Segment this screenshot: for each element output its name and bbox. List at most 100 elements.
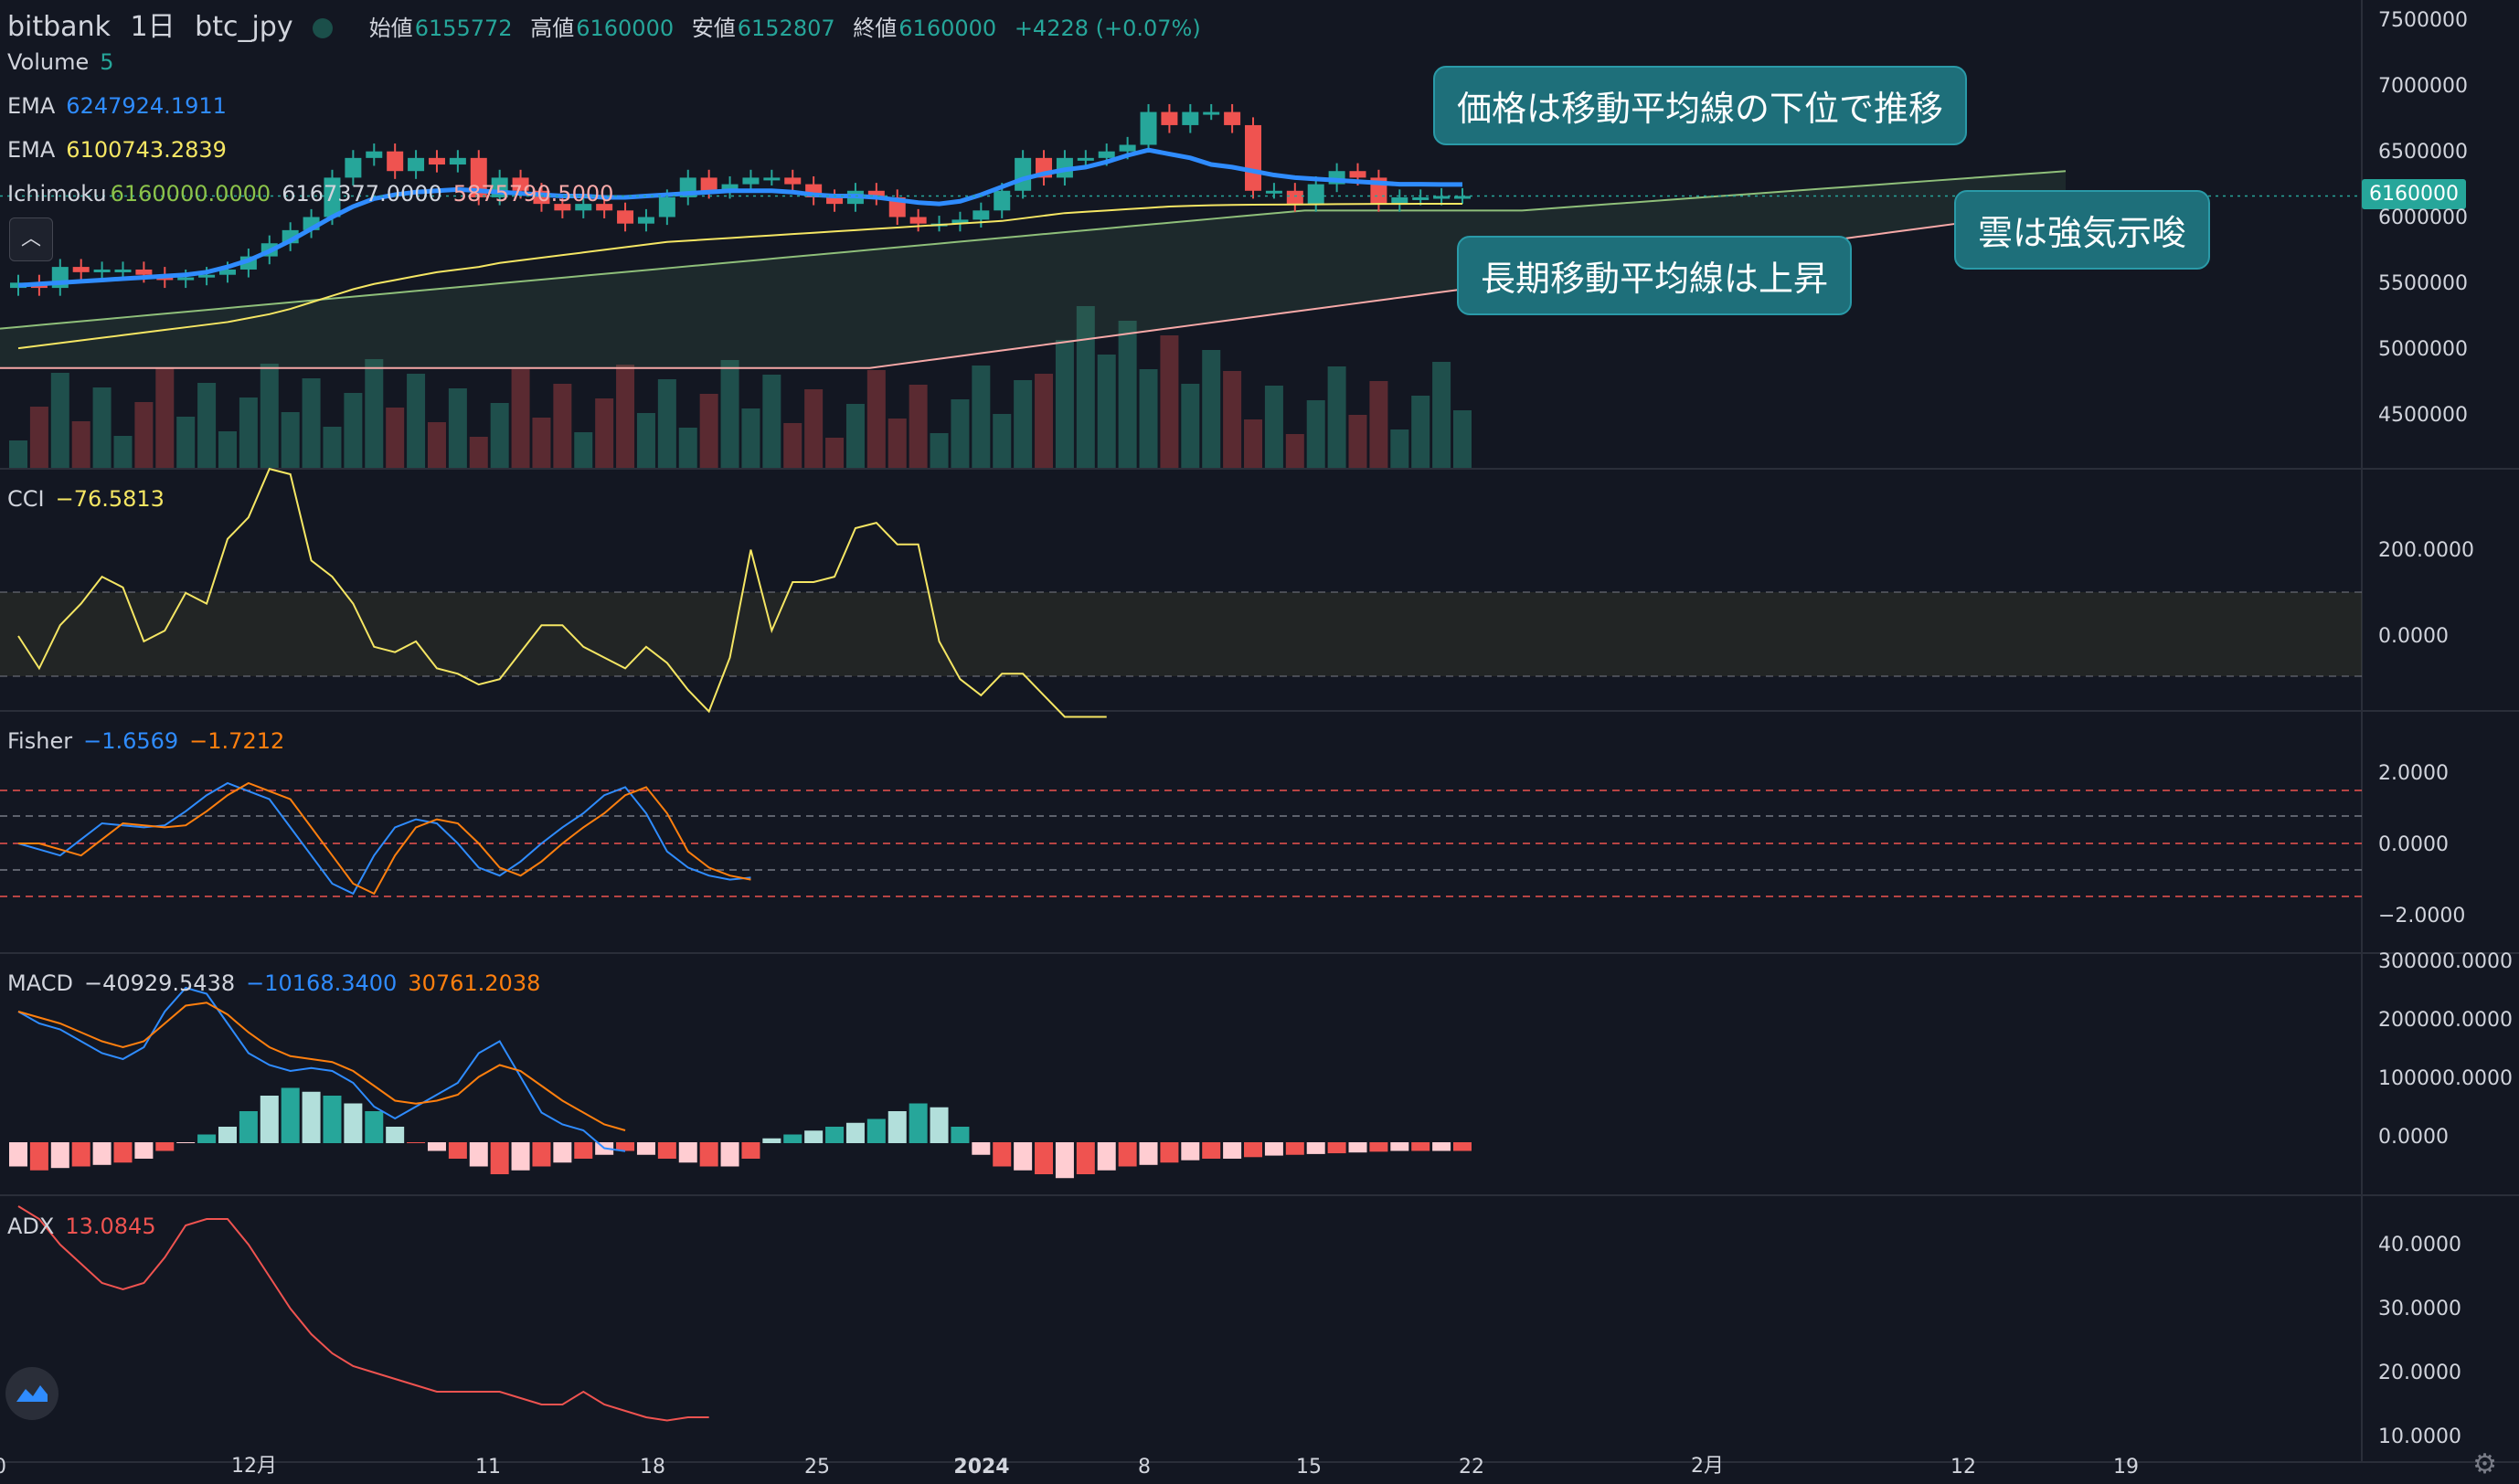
tradingview-logo-icon[interactable]	[5, 1367, 58, 1420]
volume-bar	[1014, 380, 1033, 468]
macd-histogram-bar	[323, 1096, 342, 1143]
candle-body	[637, 217, 654, 224]
volume-bar	[9, 440, 27, 468]
time-axis-label: 12月	[231, 1455, 277, 1478]
macd-histogram-bar	[1014, 1142, 1033, 1171]
interval-label[interactable]: 1日	[130, 11, 175, 43]
macd-axis-label: 0.0000	[2378, 1126, 2449, 1149]
ema2-legend[interactable]: EMA 6100743.2839	[7, 137, 238, 163]
volume-bar	[113, 436, 133, 468]
cci-label: CCI	[7, 486, 45, 512]
volume-bar	[427, 422, 446, 468]
candle-body	[700, 177, 717, 191]
volume-bar	[804, 389, 824, 468]
macd-histogram-bar	[972, 1142, 991, 1155]
macd-histogram-bar	[1202, 1142, 1221, 1159]
macd-histogram-bar	[1390, 1142, 1409, 1151]
macd-histogram-bar	[825, 1127, 845, 1143]
macd-legend[interactable]: MACD −40929.5438 −10168.3400 30761.2038	[7, 970, 551, 996]
volume-bar	[281, 412, 300, 468]
macd-histogram-bar	[1348, 1142, 1367, 1153]
volume-bar	[1035, 374, 1054, 468]
candle-body	[449, 157, 466, 165]
macd-histogram-bar	[1432, 1142, 1451, 1151]
ichimoku-legend[interactable]: Ichimoku 6160000.0000 6167377.0000 5875790.…	[7, 181, 624, 207]
price-axis-label: 7500000	[2378, 9, 2468, 32]
macd-histogram-bar	[71, 1142, 90, 1167]
volume-bar	[825, 438, 845, 468]
fisher-legend[interactable]: Fisher −1.6569 −1.7212	[7, 728, 295, 754]
candle-body	[617, 210, 634, 224]
candle-body	[345, 157, 362, 178]
symbol-prefix[interactable]: bitbank	[7, 11, 111, 43]
macd-histogram-bar	[490, 1142, 509, 1174]
adx-legend[interactable]: ADX 13.0845	[7, 1214, 167, 1239]
collapse-legend-button[interactable]: ︿	[9, 217, 53, 261]
market-status-icon	[313, 17, 334, 38]
candle-body	[721, 184, 739, 191]
volume-bar	[511, 369, 530, 468]
volume-bar	[407, 374, 426, 468]
adx-axis-label: 10.0000	[2378, 1426, 2461, 1448]
macd-histogram-bar	[1369, 1142, 1388, 1152]
macd-histogram-bar	[657, 1142, 676, 1159]
macd-histogram-bar	[1139, 1142, 1158, 1165]
macd-histogram-bar	[260, 1096, 279, 1143]
volume-bar	[197, 383, 217, 468]
candle-body	[177, 277, 195, 281]
ema-fast-line	[17, 147, 1463, 288]
volume-bar	[1369, 381, 1388, 468]
macd-axis-label: 100000.0000	[2378, 1067, 2513, 1090]
macd-histogram-bar	[92, 1142, 112, 1165]
candle-body	[1015, 157, 1032, 191]
settings-gear-icon[interactable]: ⚙	[2472, 1448, 2497, 1480]
cci-axis-label: 200.0000	[2378, 539, 2474, 562]
volume-legend[interactable]: Volume 5	[7, 49, 125, 75]
volume-bar	[616, 365, 635, 468]
volume-bar	[176, 417, 196, 468]
volume-bar	[1264, 386, 1283, 468]
adx-axis-label: 40.0000	[2378, 1234, 2461, 1256]
candle-body	[1265, 190, 1282, 194]
macd-histogram-bar	[887, 1111, 907, 1143]
symbol-label[interactable]: btc_jpy	[195, 11, 293, 43]
time-axis-label: 2024	[953, 1456, 1010, 1479]
candle-body	[575, 204, 592, 211]
macd-histogram-bar	[1264, 1142, 1283, 1156]
ema1-legend[interactable]: EMA 6247924.1911	[7, 93, 238, 119]
volume-bar	[1202, 350, 1221, 468]
adx-axis-label: 30.0000	[2378, 1298, 2461, 1320]
volume-bar	[1432, 362, 1451, 468]
volume-bar	[344, 393, 363, 468]
macd-histogram-bar	[176, 1142, 196, 1143]
candle-body	[763, 177, 781, 181]
macd-histogram-bar	[239, 1111, 258, 1143]
volume-bar	[323, 427, 342, 468]
ichimoku-value-3: 5875790.5000	[452, 181, 614, 207]
macd-histogram-bar	[113, 1142, 133, 1163]
macd-line	[17, 986, 626, 1152]
macd-histogram-bar	[1181, 1142, 1200, 1161]
high-value: 6160000	[576, 16, 675, 41]
volume-value: 5	[100, 49, 114, 75]
close-value: 6160000	[898, 16, 997, 41]
macd-histogram-bar	[1285, 1142, 1304, 1155]
volume-bar	[1118, 321, 1137, 468]
time-axis-label: 18	[640, 1456, 665, 1479]
macd-histogram-bar	[407, 1142, 426, 1143]
cci-value: −76.5813	[55, 486, 165, 512]
ichimoku-value-2: 6167377.0000	[282, 181, 442, 207]
volume-bar	[302, 378, 321, 468]
volume-bar	[71, 421, 90, 468]
cci-line	[17, 467, 1107, 718]
volume-bar	[29, 407, 48, 468]
volume-bar	[386, 408, 405, 468]
volume-bar	[1244, 419, 1263, 468]
cci-legend[interactable]: CCI −76.5813	[7, 486, 175, 512]
macd-histogram-bar	[302, 1091, 321, 1143]
ema1-value: 6247924.1911	[66, 93, 227, 119]
macd-histogram-bar	[29, 1142, 48, 1171]
volume-bar	[532, 418, 551, 468]
macd-histogram-bar	[511, 1142, 530, 1171]
